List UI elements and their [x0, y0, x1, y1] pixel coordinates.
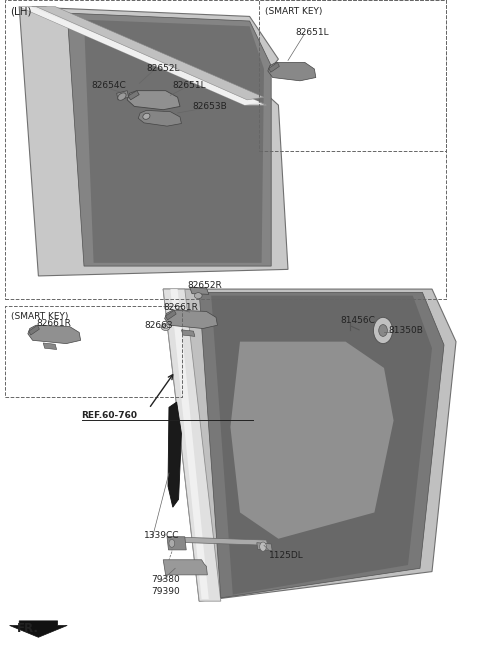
Ellipse shape: [143, 113, 150, 120]
Polygon shape: [117, 91, 129, 100]
Polygon shape: [181, 330, 195, 336]
Text: 81350B: 81350B: [389, 326, 424, 335]
Polygon shape: [43, 343, 57, 350]
Polygon shape: [36, 7, 264, 100]
Polygon shape: [29, 325, 39, 335]
Circle shape: [373, 317, 393, 344]
Polygon shape: [211, 296, 432, 595]
Polygon shape: [10, 621, 67, 637]
Text: REF.60-760: REF.60-760: [82, 411, 138, 420]
Polygon shape: [168, 402, 181, 507]
Text: 1339CC: 1339CC: [144, 531, 180, 540]
Polygon shape: [163, 560, 207, 575]
Circle shape: [379, 325, 387, 336]
Polygon shape: [257, 543, 272, 551]
Polygon shape: [199, 292, 444, 598]
Circle shape: [260, 542, 266, 551]
Polygon shape: [128, 91, 139, 100]
Polygon shape: [168, 537, 268, 545]
Text: 82661R: 82661R: [36, 319, 71, 328]
Text: (SMART KEY): (SMART KEY): [11, 312, 68, 321]
Polygon shape: [28, 325, 81, 344]
Polygon shape: [170, 289, 209, 599]
Polygon shape: [163, 289, 221, 601]
Text: 82651L: 82651L: [295, 28, 329, 37]
Polygon shape: [19, 7, 266, 105]
Text: 82663: 82663: [144, 321, 173, 330]
Text: 81456C: 81456C: [341, 316, 376, 325]
Text: 82651L: 82651L: [173, 81, 206, 90]
Polygon shape: [127, 91, 180, 110]
Ellipse shape: [194, 293, 202, 298]
Polygon shape: [163, 289, 456, 601]
Text: 79380: 79380: [151, 575, 180, 584]
Text: 1125DL: 1125DL: [269, 551, 303, 560]
Polygon shape: [268, 62, 316, 81]
Text: (LH): (LH): [11, 7, 32, 16]
Polygon shape: [167, 537, 186, 550]
Text: FR.: FR.: [17, 622, 39, 635]
Text: 82661R: 82661R: [163, 303, 198, 312]
Polygon shape: [230, 342, 394, 539]
Polygon shape: [165, 310, 217, 328]
Ellipse shape: [118, 93, 126, 101]
Polygon shape: [190, 287, 209, 294]
Text: 82652L: 82652L: [146, 64, 180, 74]
Polygon shape: [269, 62, 279, 72]
Text: 82652R: 82652R: [187, 281, 222, 290]
Text: 82653B: 82653B: [192, 102, 227, 111]
Ellipse shape: [161, 324, 170, 330]
Text: 82654C: 82654C: [91, 81, 126, 90]
Polygon shape: [19, 7, 259, 105]
Polygon shape: [84, 20, 264, 263]
Text: (SMART KEY): (SMART KEY): [265, 7, 323, 16]
Polygon shape: [166, 310, 176, 320]
Polygon shape: [19, 7, 288, 276]
Polygon shape: [67, 13, 271, 266]
Polygon shape: [138, 110, 181, 126]
Text: 79390: 79390: [151, 587, 180, 596]
Circle shape: [169, 539, 175, 547]
